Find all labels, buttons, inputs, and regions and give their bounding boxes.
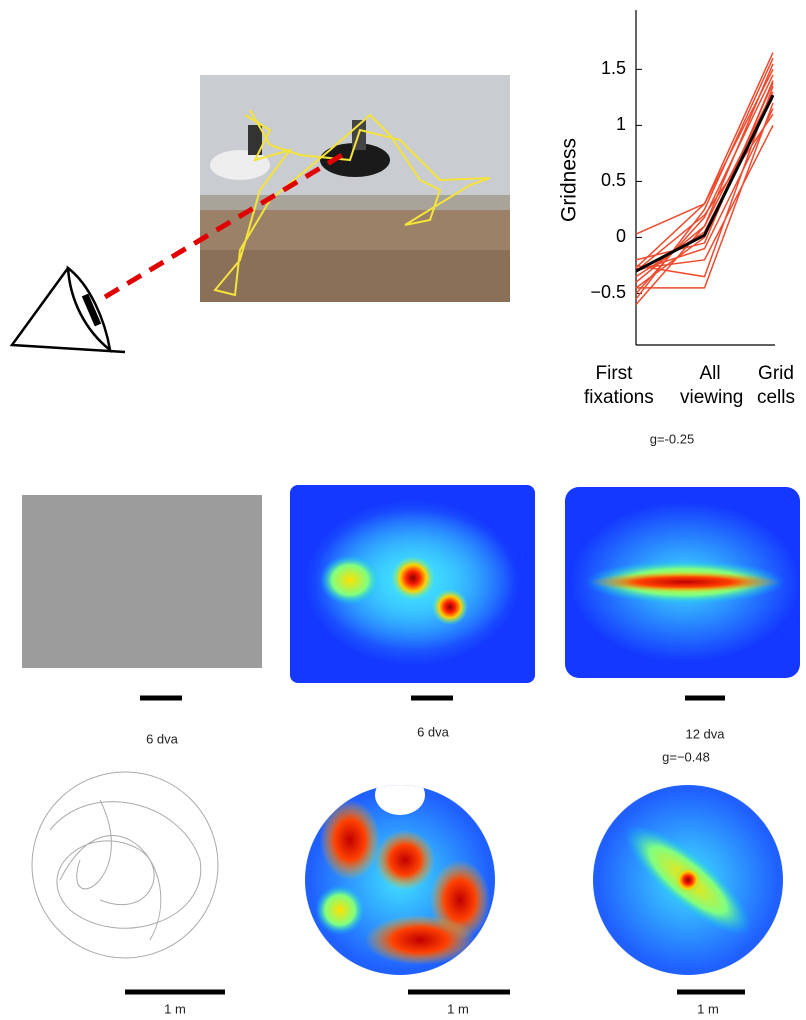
y-tick-label: 1 [616, 114, 626, 134]
y-tick-label: 0.5 [601, 170, 626, 190]
heatmap [565, 487, 800, 678]
heatmap [300, 775, 500, 980]
y-axis-label: Gridness [558, 138, 581, 222]
photo [200, 75, 510, 302]
x-tick-label: All viewing [680, 362, 740, 410]
scale-label: 6 dva [146, 731, 179, 746]
y-tick-label: −0.5 [590, 282, 626, 302]
trajectory [32, 772, 218, 958]
scale-label: 1 m [697, 1001, 719, 1016]
gridness-score: g=-0.25 [650, 431, 694, 446]
scale-label: 12 dva [685, 726, 725, 741]
heatmap [290, 485, 535, 683]
x-tick-label: Grid cells [746, 362, 806, 410]
y-tick-label: 0 [616, 226, 626, 246]
series-line [636, 97, 773, 276]
y-tick-label: 1.5 [601, 58, 626, 78]
gridness-chart: −0.5 0 0.5 1 1.5 [590, 10, 775, 345]
eye-icon [12, 268, 125, 352]
page: {"chart_data": {"type": "line", "categor… [0, 0, 806, 1020]
series-line [636, 95, 773, 271]
heatmap [590, 780, 790, 980]
x-tick-label: First fixations [584, 362, 644, 410]
scale-label: 1 m [447, 1001, 469, 1016]
fixation-map [22, 495, 262, 668]
scale-label: 6 dva [417, 724, 450, 739]
figure: 6 dva 6 dva 12 dva g=-0.25 g=−0.48 1 m 1… [0, 0, 806, 1020]
gridness-score: g=−0.48 [662, 749, 710, 764]
scale-label: 1 m [164, 1001, 186, 1016]
